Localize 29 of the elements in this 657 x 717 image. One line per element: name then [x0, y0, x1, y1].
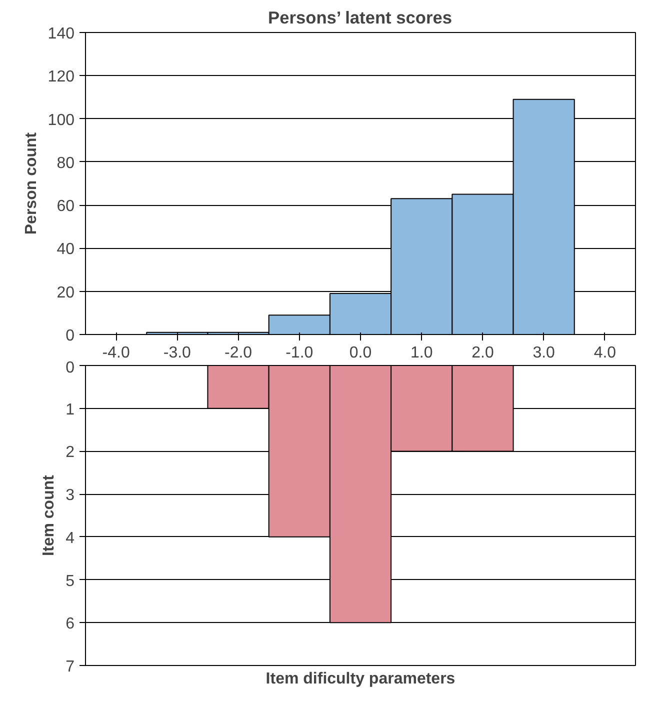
- y-tick-label: 20: [56, 284, 75, 302]
- y-tick-label: 0: [66, 328, 75, 344]
- x-tick-label: 3.0: [532, 344, 556, 362]
- y-tick-label: 7: [66, 658, 75, 676]
- y-tick-label: 1: [66, 401, 75, 418]
- y-tick-label: 0: [66, 360, 75, 376]
- y-tick-label: 4: [66, 530, 75, 547]
- y-tick-label: 2: [66, 444, 75, 462]
- x-tick-label: 0.0: [349, 344, 372, 362]
- x-tick-label: 1.0: [410, 344, 433, 362]
- x-tick-label: -2.0: [224, 344, 252, 362]
- y-tick-label: 80: [56, 154, 75, 172]
- x-tick-label: -1.0: [286, 344, 314, 362]
- y-axis-title: Item count: [40, 474, 58, 556]
- y-tick-label: 120: [48, 68, 75, 86]
- y-tick-label: 60: [56, 198, 75, 216]
- x-tick-label: 4.0: [594, 344, 616, 362]
- y-tick-label: 6: [66, 616, 75, 633]
- y-tick-label: 100: [48, 112, 75, 129]
- y-tick-label: 3: [66, 487, 75, 504]
- y-tick-label: 40: [56, 241, 75, 258]
- chart-title: Persons’ latent scores: [268, 8, 452, 28]
- x-tick-label: -4.0: [102, 344, 130, 362]
- y-tick-label: 140: [48, 26, 75, 42]
- y-axis-title: Person count: [22, 132, 40, 235]
- x-axis-title: Item dificulty parameters: [266, 670, 456, 688]
- y-tick-label: 5: [66, 572, 75, 590]
- x-tick-label: 2.0: [472, 344, 494, 362]
- x-tick-label: -3.0: [163, 344, 192, 362]
